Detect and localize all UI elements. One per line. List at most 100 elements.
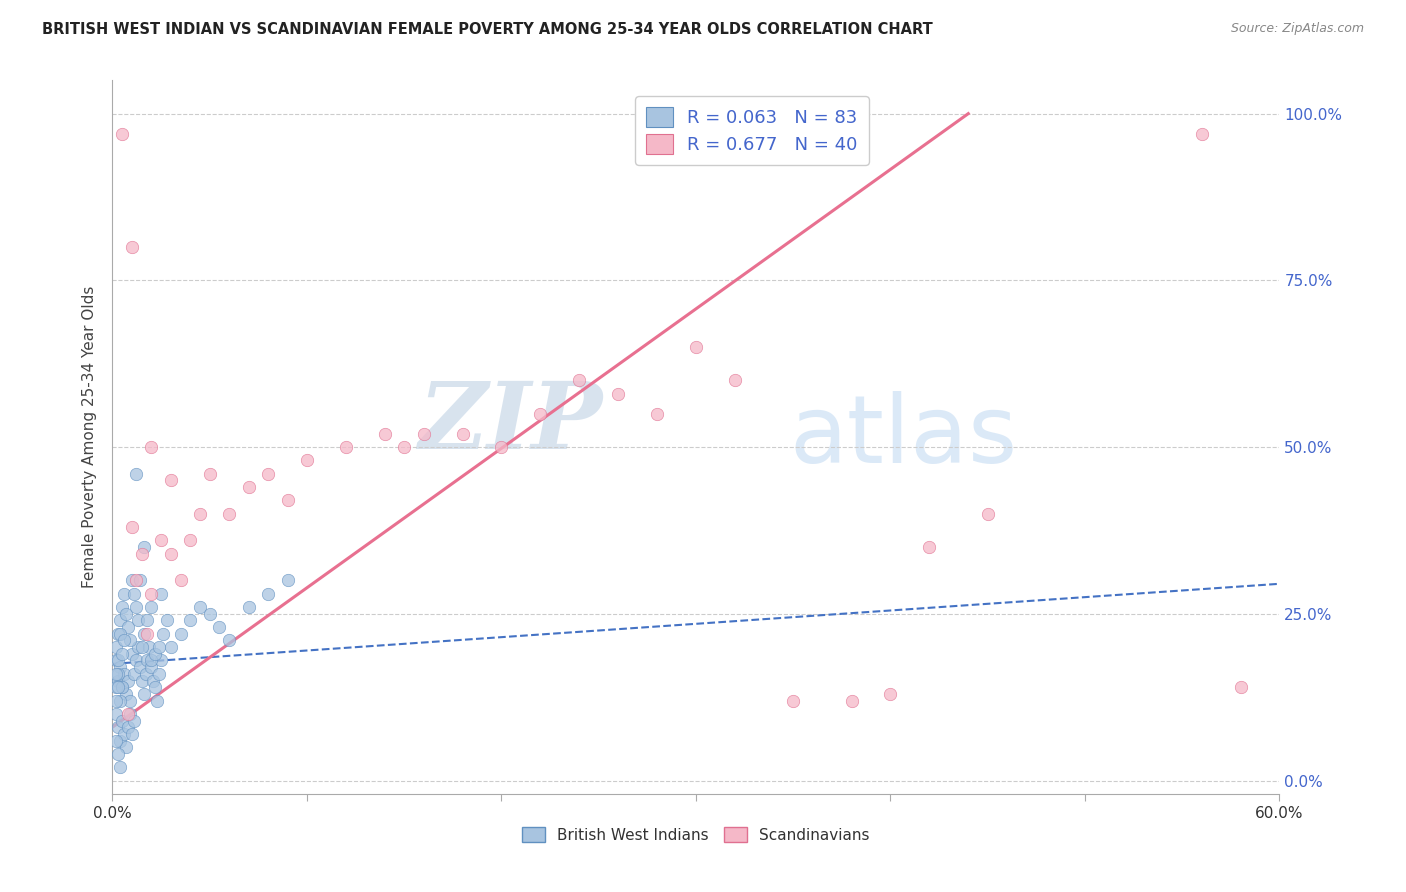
Point	[115, 687, 138, 701]
Point	[107, 747, 129, 761]
Text: BRITISH WEST INDIAN VS SCANDINAVIAN FEMALE POVERTY AMONG 25-34 YEAR OLDS CORRELA: BRITISH WEST INDIAN VS SCANDINAVIAN FEMA…	[42, 22, 934, 37]
Point	[112, 666, 135, 681]
Point	[121, 520, 143, 534]
Point	[118, 706, 141, 721]
Point	[110, 660, 132, 674]
Point	[169, 627, 191, 641]
Point	[451, 426, 474, 441]
Point	[724, 373, 747, 387]
Point	[132, 687, 155, 701]
Point	[1191, 127, 1213, 141]
Point	[218, 507, 240, 521]
Point	[141, 653, 163, 667]
Point	[152, 627, 174, 641]
Point	[918, 540, 941, 554]
Point	[107, 666, 129, 681]
Point	[257, 587, 280, 601]
Point	[121, 647, 143, 661]
Point	[141, 587, 163, 601]
Point	[879, 687, 901, 701]
Point	[107, 673, 129, 688]
Point	[208, 620, 231, 634]
Point	[125, 467, 148, 481]
Point	[110, 693, 132, 707]
Point	[607, 386, 630, 401]
Point	[105, 693, 128, 707]
Point	[107, 627, 129, 641]
Point	[131, 640, 153, 655]
Legend: British West Indians, Scandinavians: British West Indians, Scandinavians	[515, 819, 877, 850]
Text: Source: ZipAtlas.com: Source: ZipAtlas.com	[1230, 22, 1364, 36]
Point	[491, 440, 513, 454]
Point	[394, 440, 416, 454]
Point	[238, 600, 260, 615]
Point	[131, 547, 153, 561]
Point	[141, 440, 163, 454]
Point	[135, 666, 157, 681]
Point	[257, 467, 280, 481]
Point	[276, 574, 298, 588]
Point	[115, 740, 138, 755]
Point	[160, 474, 183, 488]
Point	[150, 587, 173, 601]
Point	[141, 660, 163, 674]
Point	[121, 240, 143, 254]
Point	[122, 587, 145, 601]
Point	[128, 574, 150, 588]
Point	[218, 633, 240, 648]
Point	[107, 680, 129, 694]
Point	[238, 480, 260, 494]
Point	[188, 600, 211, 615]
Point	[529, 407, 551, 421]
Point	[125, 600, 148, 615]
Point	[122, 666, 145, 681]
Point	[107, 720, 129, 734]
Point	[1229, 680, 1251, 694]
Point	[568, 373, 591, 387]
Point	[112, 587, 135, 601]
Point	[179, 533, 201, 548]
Point	[105, 706, 128, 721]
Point	[110, 627, 132, 641]
Point	[295, 453, 318, 467]
Point	[121, 727, 143, 741]
Point	[105, 680, 128, 694]
Point	[117, 620, 139, 634]
Point	[136, 614, 159, 628]
Point	[125, 574, 148, 588]
Point	[132, 627, 155, 641]
Point	[118, 693, 141, 707]
Point	[136, 653, 159, 667]
Point	[976, 507, 998, 521]
Point	[111, 600, 134, 615]
Point	[335, 440, 357, 454]
Point	[146, 693, 169, 707]
Point	[107, 653, 129, 667]
Point	[143, 680, 166, 694]
Point	[276, 493, 298, 508]
Y-axis label: Female Poverty Among 25-34 Year Olds: Female Poverty Among 25-34 Year Olds	[82, 286, 97, 588]
Point	[112, 633, 135, 648]
Point	[150, 653, 173, 667]
Point	[105, 653, 128, 667]
Point	[179, 614, 201, 628]
Point	[138, 640, 160, 655]
Point	[143, 647, 166, 661]
Point	[122, 714, 145, 728]
Point	[115, 607, 138, 621]
Point	[841, 693, 863, 707]
Point	[412, 426, 434, 441]
Point	[127, 614, 149, 628]
Point	[169, 574, 191, 588]
Point	[148, 640, 170, 655]
Point	[198, 467, 221, 481]
Point	[117, 673, 139, 688]
Point	[131, 673, 153, 688]
Point	[112, 727, 135, 741]
Point	[111, 680, 134, 694]
Point	[111, 714, 134, 728]
Point	[645, 407, 668, 421]
Point	[125, 653, 148, 667]
Text: ZIP: ZIP	[419, 378, 603, 467]
Point	[111, 680, 134, 694]
